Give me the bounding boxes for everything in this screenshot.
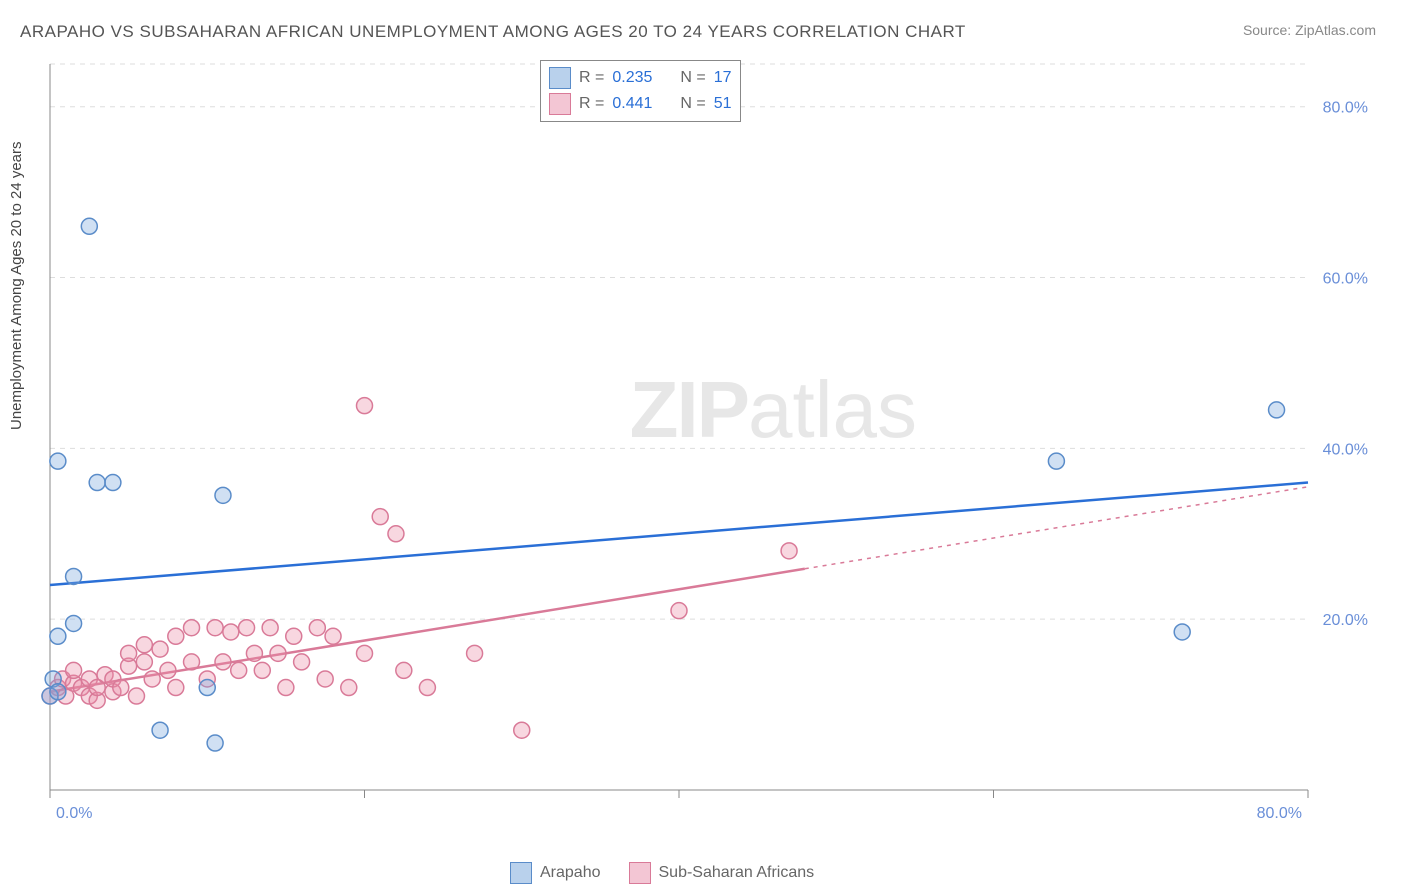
svg-text:60.0%: 60.0% xyxy=(1323,271,1368,288)
source-label: Source: ZipAtlas.com xyxy=(1243,22,1376,38)
series-name-arapaho: Arapaho xyxy=(540,864,601,882)
swatch-arapaho xyxy=(510,862,532,884)
series-name-subsaharan: Sub-Saharan Africans xyxy=(659,864,815,882)
scatter-svg: 0.0% 80.0% 20.0% 40.0% 60.0% 80.0% xyxy=(48,60,1378,830)
svg-text:0.0%: 0.0% xyxy=(56,805,92,822)
n-value-subsaharan: 51 xyxy=(714,95,732,113)
r-label: R = xyxy=(579,69,604,87)
correlation-legend: R = 0.235 N = 17 R = 0.441 N = 51 xyxy=(540,60,741,122)
legend-item-subsaharan: Sub-Saharan Africans xyxy=(629,862,815,884)
chart-title: ARAPAHO VS SUBSAHARAN AFRICAN UNEMPLOYME… xyxy=(20,22,966,42)
n-label: N = xyxy=(680,69,705,87)
r-value-subsaharan: 0.441 xyxy=(612,95,652,113)
svg-text:20.0%: 20.0% xyxy=(1323,612,1368,629)
svg-text:40.0%: 40.0% xyxy=(1323,441,1368,458)
r-value-arapaho: 0.235 xyxy=(612,69,652,87)
svg-text:80.0%: 80.0% xyxy=(1257,805,1302,822)
swatch-subsaharan xyxy=(629,862,651,884)
y-axis-label: Unemployment Among Ages 20 to 24 years xyxy=(8,141,25,430)
svg-text:80.0%: 80.0% xyxy=(1323,100,1368,117)
r-label: R = xyxy=(579,95,604,113)
swatch-subsaharan xyxy=(549,93,571,115)
plot-area: 0.0% 80.0% 20.0% 40.0% 60.0% 80.0% xyxy=(48,60,1378,830)
n-label: N = xyxy=(680,95,705,113)
series-legend: Arapaho Sub-Saharan Africans xyxy=(510,862,814,884)
legend-row-subsaharan: R = 0.441 N = 51 xyxy=(549,91,732,117)
legend-row-arapaho: R = 0.235 N = 17 xyxy=(549,65,732,91)
swatch-arapaho xyxy=(549,67,571,89)
chart-container: ARAPAHO VS SUBSAHARAN AFRICAN UNEMPLOYME… xyxy=(0,0,1406,892)
n-value-arapaho: 17 xyxy=(714,69,732,87)
legend-item-arapaho: Arapaho xyxy=(510,862,601,884)
